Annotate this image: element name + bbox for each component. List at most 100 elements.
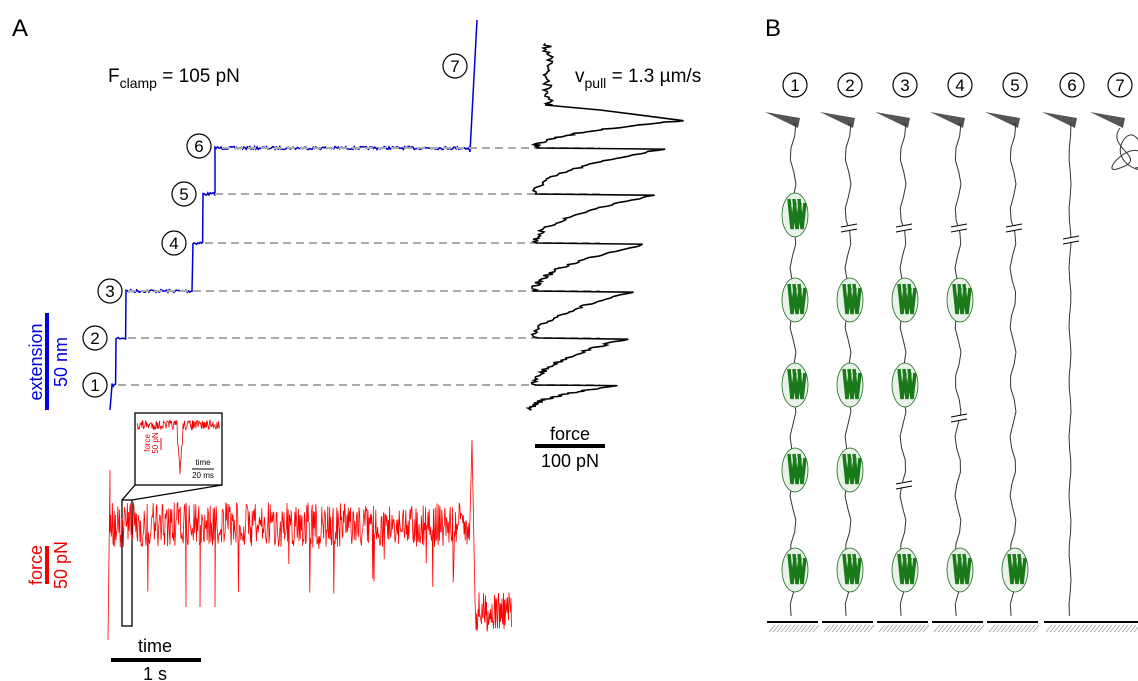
hatch — [965, 624, 973, 633]
step-number: 2 — [90, 329, 99, 348]
hatch — [1069, 624, 1077, 633]
polyprotein-chain — [1068, 123, 1072, 617]
protein-domain — [946, 277, 974, 323]
hatch — [953, 624, 961, 633]
force-clamp-trace — [107, 439, 512, 641]
break-mark — [895, 480, 913, 485]
cantilever — [1090, 112, 1125, 128]
break-mark — [950, 413, 968, 418]
coil — [1111, 127, 1138, 170]
hatch — [918, 624, 926, 633]
hatch — [1077, 624, 1085, 633]
inset-size: 20 ms — [192, 471, 214, 480]
step-marker — [186, 133, 212, 159]
hatch — [992, 624, 1000, 633]
hatch — [945, 624, 953, 633]
inset-connector — [131, 484, 223, 501]
text: = 1.3 µm/s — [606, 66, 701, 87]
protein-domain — [781, 192, 809, 238]
text: F — [108, 66, 120, 87]
scale-size: 100 pN — [541, 451, 599, 471]
hatch — [772, 624, 780, 633]
break-mark — [895, 228, 913, 233]
hatch — [1117, 624, 1125, 633]
hatch — [867, 624, 875, 633]
beta-strand — [907, 553, 917, 585]
step-marker — [82, 372, 108, 398]
hatch — [1012, 624, 1020, 633]
beta-strand — [962, 283, 972, 315]
hatch — [859, 624, 867, 633]
hatch — [1008, 624, 1016, 633]
inset-size: 50 pN — [151, 432, 160, 454]
hatch — [1045, 624, 1053, 633]
hatch — [808, 624, 816, 633]
scale-title: time — [138, 636, 172, 656]
hatch — [1113, 624, 1121, 633]
step-marker — [161, 230, 187, 256]
break-mark — [950, 418, 968, 423]
state-marker — [782, 72, 808, 98]
hatch — [977, 624, 985, 633]
hatch — [1105, 624, 1113, 633]
state-marker — [1059, 72, 1085, 98]
hatch — [1061, 624, 1069, 633]
hatch — [1073, 624, 1081, 633]
beta-strand — [852, 283, 862, 315]
hatch — [1057, 624, 1065, 633]
hatch — [882, 624, 890, 633]
hatch — [1028, 624, 1036, 633]
hatch — [969, 624, 977, 633]
break-mark — [1005, 228, 1023, 233]
step-marker — [97, 278, 123, 304]
cantilever — [765, 112, 800, 128]
beta-strand — [852, 368, 862, 400]
polyprotein-chain — [954, 123, 962, 617]
hatch — [1121, 624, 1129, 633]
beta-strand — [797, 283, 807, 315]
hatch — [1004, 624, 1012, 633]
step-number: 4 — [169, 234, 178, 253]
break-mark — [840, 228, 858, 233]
hatch — [1089, 624, 1097, 633]
beta-strand — [852, 553, 862, 585]
hatch — [827, 624, 835, 633]
step-number: 1 — [90, 376, 99, 395]
hatch — [890, 624, 898, 633]
step-number: 3 — [105, 282, 114, 301]
protein-domain — [891, 277, 919, 323]
clamp-label: Fclamp = 105 pN — [108, 66, 240, 91]
protein-domain — [781, 277, 809, 323]
break-mark — [1062, 240, 1080, 245]
protein-domain — [1001, 547, 1029, 593]
hatch — [800, 624, 808, 633]
state-number: 6 — [1067, 76, 1076, 95]
scale-size: 50 nm — [51, 337, 71, 387]
break-gap — [897, 482, 911, 488]
step-number: 6 — [194, 137, 203, 156]
hatch — [910, 624, 918, 633]
hatch — [1024, 624, 1032, 633]
hatch — [1101, 624, 1109, 633]
hatch — [812, 624, 820, 633]
panel-label: B — [765, 15, 781, 42]
step-marker — [442, 53, 468, 79]
hatch — [941, 624, 949, 633]
polyprotein-chain — [1009, 123, 1017, 617]
hatch — [1125, 624, 1133, 633]
hatch — [796, 624, 804, 633]
cantilever — [1042, 112, 1077, 128]
scale-title: force — [26, 545, 46, 585]
hatch — [878, 624, 886, 633]
state-marker — [892, 72, 918, 98]
break-mark — [895, 223, 913, 228]
hatch — [898, 624, 906, 633]
step-number: 5 — [179, 185, 188, 204]
hatch — [1129, 624, 1137, 633]
hatch — [1032, 624, 1040, 633]
beta-strand — [797, 198, 807, 230]
hatch — [863, 624, 871, 633]
state-marker — [947, 72, 973, 98]
hatch — [973, 624, 981, 633]
hatch — [1053, 624, 1061, 633]
